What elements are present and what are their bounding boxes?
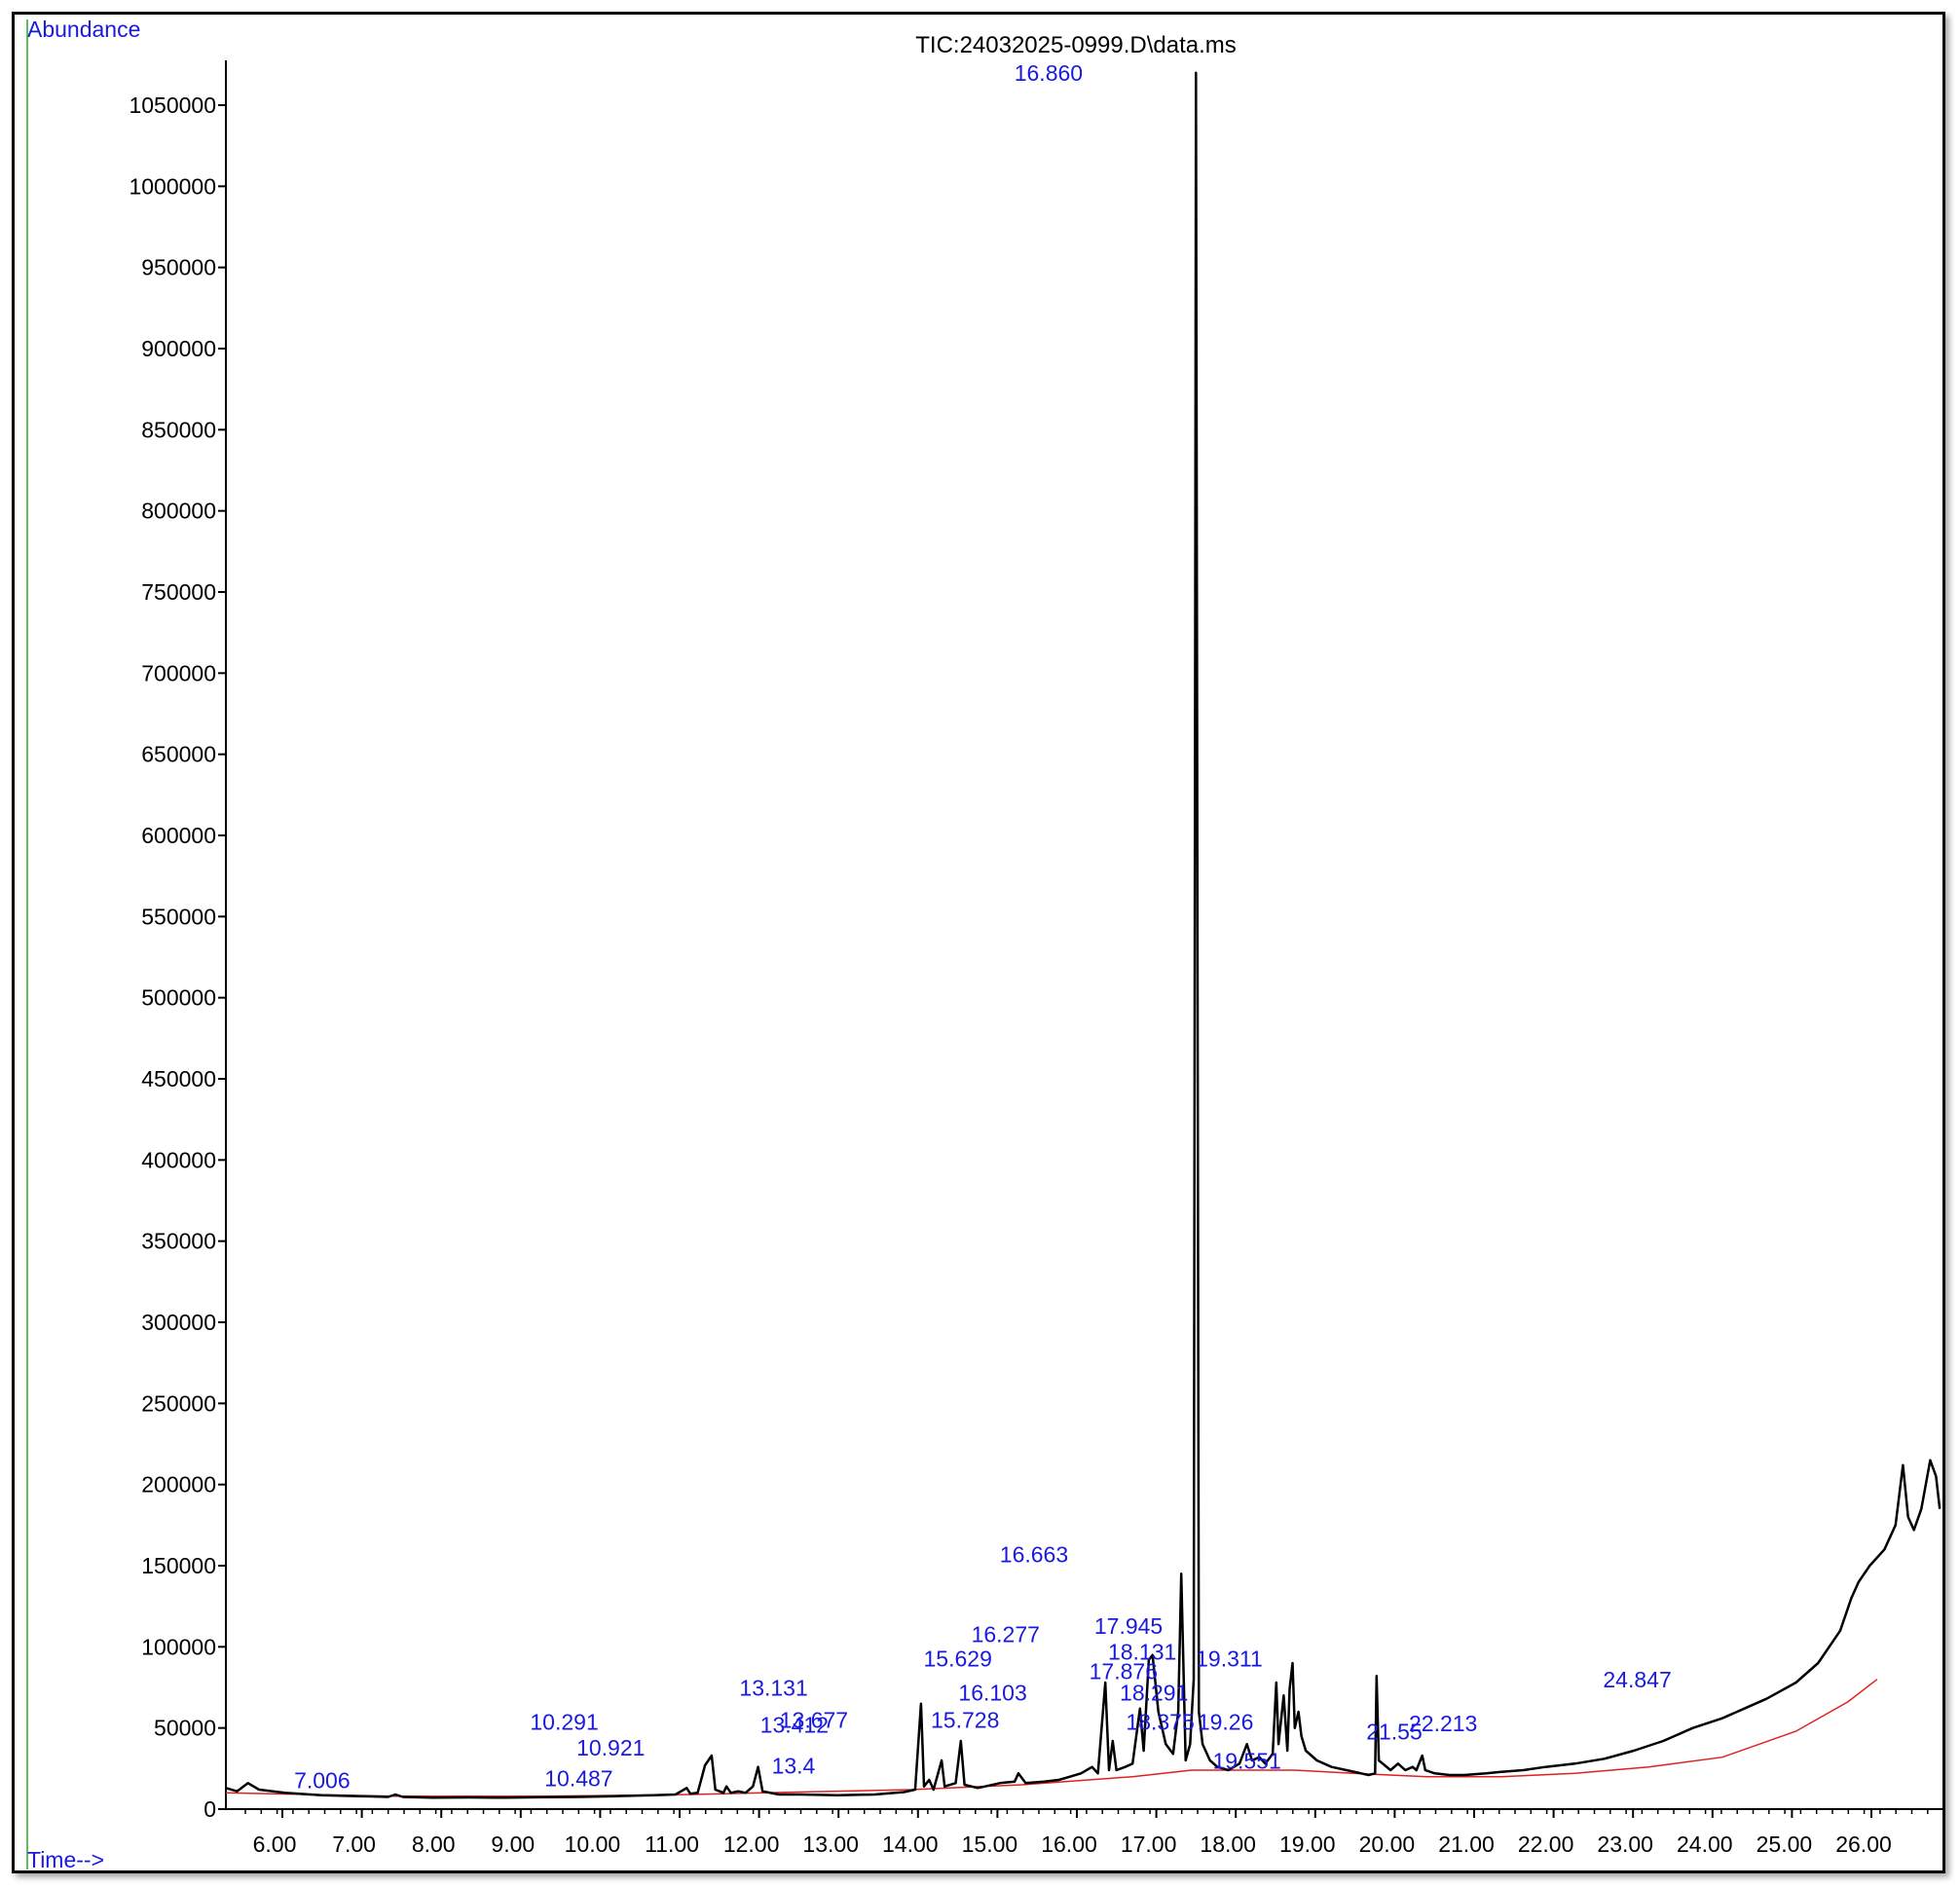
x-tick-label: 13.00 [802, 1832, 859, 1857]
baseline-line [225, 1679, 1878, 1797]
x-tick-label: 8.00 [412, 1832, 456, 1857]
chart-title: TIC:24032025-0999.D\data.ms [915, 32, 1237, 58]
peak-label: 19.311 [1196, 1646, 1263, 1671]
peak-label: 13.412 [760, 1713, 829, 1738]
x-tick-label: 25.00 [1757, 1832, 1813, 1857]
chart-frame [12, 12, 1945, 1873]
peak-label: 10.487 [544, 1766, 612, 1792]
x-tick-label: 19.00 [1279, 1832, 1336, 1857]
x-tick-label: 7.00 [332, 1832, 376, 1857]
x-tick-label: 23.00 [1597, 1832, 1653, 1857]
y-tick-label: 0 [203, 1796, 216, 1822]
y-tick-label: 700000 [141, 660, 216, 685]
y-tick-label: 450000 [141, 1066, 216, 1092]
peak-label: 18.131 [1108, 1640, 1176, 1665]
y-axis-ticks: 0 50000 100000 150000 200000 250000 300000 3500… [129, 92, 226, 1822]
x-tick-label: 10.00 [565, 1832, 621, 1857]
x-tick-label: 21.00 [1438, 1832, 1495, 1857]
peak-label: 16.277 [972, 1621, 1040, 1646]
peak-label: 16.860 [1015, 60, 1083, 86]
peak-label: 10.291 [530, 1709, 598, 1734]
peak-label: 19.551 [1212, 1748, 1280, 1773]
peak-label: 16.103 [958, 1680, 1026, 1705]
peak-label: 10.921 [576, 1735, 645, 1760]
peak-label: 24.847 [1603, 1667, 1671, 1692]
y-tick-label: 800000 [141, 499, 216, 524]
peak-labels: 7.006 10.291 10.487 10.921 13.131 13.41213.67… [294, 60, 1672, 1793]
x-tick-label: 17.00 [1121, 1832, 1177, 1857]
y-tick-label: 1000000 [129, 173, 216, 199]
peak-label: 19.26 [1198, 1709, 1254, 1734]
peak-label: 17.876 [1090, 1659, 1158, 1684]
peak-label: 13.677 [780, 1708, 848, 1733]
x-tick-label: 16.00 [1041, 1832, 1097, 1857]
peak-label: 18.375 [1126, 1709, 1194, 1734]
x-tick-label: 12.00 [723, 1832, 780, 1857]
peak-label: 15.629 [924, 1646, 992, 1671]
x-tick-label: 18.00 [1200, 1832, 1256, 1857]
peak-label: 22.213 [1409, 1711, 1477, 1736]
y-tick-label: 350000 [141, 1229, 216, 1254]
x-tick-label: 26.00 [1835, 1832, 1892, 1857]
tic-trace [225, 71, 1942, 1799]
peak-label: 13.4 [772, 1753, 816, 1778]
y-tick-label: 150000 [141, 1553, 216, 1578]
y-tick-label: 750000 [141, 579, 216, 605]
y-tick-label: 1050000 [129, 92, 216, 118]
y-tick-label: 100000 [141, 1634, 216, 1659]
y-tick-label: 900000 [141, 336, 216, 361]
peak-label: 18.291 [1120, 1680, 1188, 1705]
peak-label: 7.006 [294, 1767, 351, 1793]
integration-baseline [225, 1679, 1878, 1797]
y-tick-label: 850000 [141, 417, 216, 442]
x-tick-label: 24.00 [1677, 1832, 1733, 1857]
x-tick-label: 6.00 [253, 1832, 297, 1857]
x-tick-label: 9.00 [491, 1832, 535, 1857]
x-tick-label: 15.00 [962, 1832, 1018, 1857]
y-tick-label: 50000 [154, 1716, 216, 1741]
y-tick-label: 550000 [141, 904, 216, 929]
peak-label: 15.728 [931, 1708, 999, 1733]
y-tick-label: 500000 [141, 985, 216, 1011]
y-tick-label: 950000 [141, 255, 216, 280]
x-tick-label: 14.00 [882, 1832, 939, 1857]
y-tick-label: 200000 [141, 1472, 216, 1498]
y-tick-label: 250000 [141, 1390, 216, 1416]
peak-label: 17.945 [1094, 1613, 1163, 1639]
y-tick-label: 600000 [141, 823, 216, 848]
y-tick-label: 400000 [141, 1147, 216, 1172]
y-axis-label: Abundance [27, 17, 140, 42]
x-axis-ticks: 6.00 7.00 8.00 9.00 10.00 11.00 12.00 13.00 14.0… [244, 1809, 1929, 1857]
peak-label: 16.663 [1000, 1542, 1068, 1568]
x-axis-label: Time--> [27, 1847, 104, 1872]
y-tick-label: 650000 [141, 742, 216, 767]
peak-label: 13.131 [739, 1675, 807, 1700]
tic-trace-line [225, 71, 1942, 1799]
peak-label: 21.55 [1366, 1719, 1423, 1744]
x-tick-label: 22.00 [1518, 1832, 1574, 1857]
x-tick-label: 11.00 [645, 1832, 699, 1857]
x-tick-label: 20.00 [1359, 1832, 1416, 1857]
y-tick-label: 300000 [141, 1310, 216, 1335]
